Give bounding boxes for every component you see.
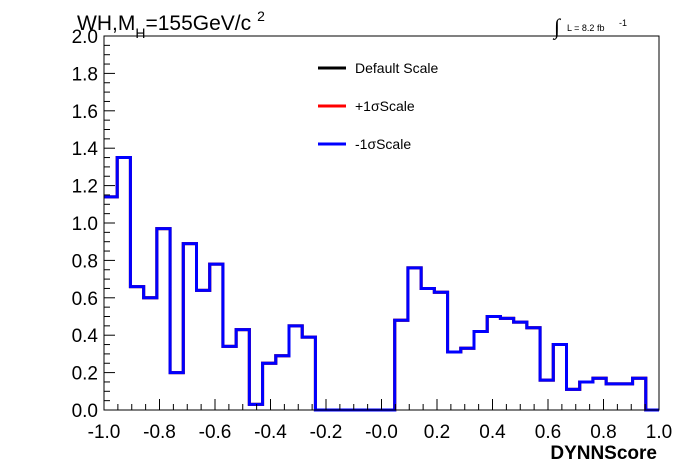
- plot-title: WH,MH=155GeV/c 2: [77, 8, 265, 41]
- y-tick-label: 0.4: [72, 326, 99, 347]
- x-tick-label: -1.0: [88, 422, 121, 443]
- integral-symbol: ∫: [552, 14, 562, 40]
- y-tick-label: 1.2: [72, 177, 98, 198]
- y-tick-label: 0.6: [72, 289, 98, 310]
- x-tick-label: -0.8: [143, 422, 176, 443]
- series-line-2: [104, 156, 659, 412]
- legend-label-1: +1σScale: [355, 98, 415, 114]
- x-tick-label: 0.2: [424, 422, 450, 443]
- y-tick-label: 1.8: [72, 64, 98, 85]
- x-axis-label: DYNNScore: [550, 443, 657, 464]
- luminosity-text: L = 8.2 fb: [567, 23, 604, 33]
- x-tick-label: -0.4: [254, 422, 287, 443]
- y-tick-label: 1.0: [72, 214, 98, 235]
- y-tick-label: 0.0: [72, 401, 98, 422]
- luminosity-superscript: -1: [619, 18, 627, 28]
- x-tick-label: -0.2: [310, 422, 343, 443]
- legend-label-2: -1σScale: [355, 136, 411, 152]
- x-tick-label: -0.6: [199, 422, 232, 443]
- y-tick-label: 0.2: [72, 364, 98, 385]
- y-tick-label: 2.0: [72, 27, 98, 48]
- legend-label-0: Default Scale: [355, 60, 438, 76]
- x-tick-label: 1.0: [646, 422, 672, 443]
- x-tick-label: 0.8: [590, 422, 616, 443]
- luminosity-label: ∫ L = 8.2 fb -1: [552, 14, 627, 40]
- y-tick-label: 0.8: [72, 251, 98, 272]
- x-tick-label: -0.0: [365, 422, 398, 443]
- series-group: [104, 156, 659, 412]
- y-tick-label: 1.4: [72, 139, 99, 160]
- legend: Default Scale +1σScale -1σScale: [318, 60, 438, 152]
- y-tick-label: 1.6: [72, 102, 98, 123]
- x-tick-label: 0.6: [535, 422, 561, 443]
- x-tick-label: 0.4: [479, 422, 506, 443]
- axes-group: -1.0 -0.8 -0.6 -0.4 -0.2 -0.0 0.2 0.4 0.6 0.8 1.0 0…: [72, 27, 673, 443]
